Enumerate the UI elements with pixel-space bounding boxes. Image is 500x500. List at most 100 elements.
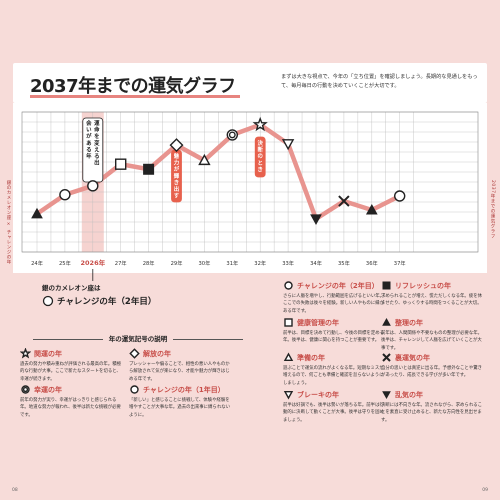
svg-text:会: 会 [86,119,92,127]
data-point [310,214,322,225]
data-point [87,180,99,192]
legend-symbol [382,317,391,326]
legend-symbol-icon [284,318,293,327]
x-tick-label: 29年 [171,259,183,267]
legend-item: 準備の年 遊ぶことで運気の流れがよくなる年。短期なミスが増えるので、何ごとも準備と… [283,352,387,387]
legend-symbol-icon [283,391,294,400]
chameleon-box: 銀のカメレオン座は チャレンジの年（2年目） [42,282,162,307]
legend-symbol [283,391,294,400]
legend-symbol [382,353,391,362]
legend-item-text: 自分の思いとは真逆に出る年。予想外なことや驚きがあったり、成長できる学びが多い年… [381,366,482,379]
x-tick-label: 28年 [143,259,155,267]
x-tick-label: 35年 [338,259,350,267]
legend-item-head: 準備の年 [283,352,387,363]
data-point [59,189,71,201]
svg-text:る: る [86,146,91,153]
legend-item-head: チャレンジの年（2年目） [283,280,387,291]
data-point [31,207,43,219]
legend-symbol [283,352,294,362]
legend-symbol [284,318,293,327]
legend-symbol-icon [129,348,140,359]
svg-text:が: が [86,132,92,140]
legend-symbol-icon [382,281,391,290]
circle-icon [42,295,54,307]
legend-item-head: チャレンジの年（1年目） [129,384,233,395]
legend-symbol [382,281,391,290]
legend-item-head: 健康管理の年 [283,317,387,328]
chameleon-year: チャレンジの年（2年目） [42,295,162,307]
legend-item-name: チャレンジの年（2年目） [297,281,379,290]
data-point [143,163,155,175]
svg-text:あ: あ [86,139,91,147]
svg-text:年: 年 [86,152,92,160]
svg-text:え: え [94,146,100,153]
svg-text:力: 力 [174,159,179,167]
legend-item: 解放の年 プレッシャーや偏ることで、相性の悪い人やものから解放されて気が楽になり、… [129,348,233,383]
data-point [169,138,184,153]
svg-text:断: 断 [257,146,263,154]
side-note-left: 銀のカメレオン座 × チャレンジの年 [6,180,11,265]
legend-item-head: 幸運の年 [20,384,124,395]
legend-symbol [130,385,139,394]
legend-symbol-icon [382,317,391,326]
legend-item: リフレッシュの年 求められることが増え、慌ただしくなる年。疲を休ませたり、ゆっくり… [381,280,485,308]
legend-symbol [20,348,31,359]
page-title: 2037年までの運気グラフ [30,76,236,97]
svg-text:変: 変 [94,139,100,147]
legend-item-name: 幸運の年 [34,385,62,394]
svg-text:と: と [257,160,262,167]
legend-symbol-icon [20,348,31,359]
legend-item: 健康管理の年 前半は、目標を決めて行動し、今後の目標を定める年。後半は、健康に関心… [283,317,387,345]
legend-symbol-icon [130,385,139,394]
svg-text:魅: 魅 [174,152,180,160]
data-point [114,158,127,170]
legend-symbol-icon [382,353,391,362]
x-tick-label: 36年 [366,259,378,267]
x-tick-label: 27年 [115,259,127,267]
svg-text:の: の [257,153,263,160]
legend-symbol-icon [283,352,294,362]
x-tick-label: 2026年 [81,258,106,267]
svg-text:る: る [94,153,99,160]
page-number-right: 09 [482,488,488,493]
x-tick-label: 31年 [226,259,238,267]
x-tick-label: 37年 [394,259,406,267]
data-point [281,139,295,151]
legend-item-head: 乱気の年 [381,389,485,400]
data-point [198,153,211,166]
legend-item: ブレーキの年 前半は好調でも、後半は勢いが落ちる年。前半は行動的に決断して動くこと… [283,389,387,424]
legend-item-text: 求められることが増え、慌ただしくなる年。疲を休ませたり、ゆっくりする時間をつくる… [381,294,482,307]
legend-item-text: 「新しい」と感じることに挑戦して、体験や経験を増やすことが大事な年。過去の出来事… [129,398,230,418]
legend-title: 年の運気記号の説明 [13,333,263,343]
legend-item-name: 解放の年 [143,349,171,358]
data-point [394,190,406,202]
legend-item-name: 関運の年 [34,349,62,358]
svg-text:き: き [174,178,179,186]
legend-item-head: 関運の年 [20,348,124,359]
legend-item-text: 決断には不向きな年。流されながら、求められることを素直に受け止めると、新たな方向… [381,403,482,423]
svg-text:命: 命 [93,126,100,134]
legend-symbol [382,391,391,400]
svg-text:輝: 輝 [174,172,180,180]
legend-item-head: リフレッシュの年 [381,280,485,291]
side-note-right: 2037年までの運気グラフ [490,180,495,239]
legend-item: 関運の年 過去の努力や積み重ねが評価される最高の年。積極的な行動が大事。ここで新た… [20,348,124,383]
svg-text:い: い [86,127,92,134]
legend-symbol [21,385,30,394]
legend-item-name: 乱気の年 [395,390,423,399]
svg-text:が: が [174,165,180,173]
legend-item-head: 解放の年 [129,348,233,359]
legend-item-text: さらに人脈を増やし、行動範囲を広げるといい年。ここでの失敗は後々を経験。新しい人… [283,294,384,314]
legend-item-name: 準備の年 [297,353,325,362]
legend-item: 乱気の年決断には不向きな年。流されながら、求められることを素直に受け止めると、新… [381,389,485,424]
x-tick-label: 25年 [59,259,71,267]
legend-symbol-icon [21,385,30,394]
svg-text:出: 出 [174,185,179,193]
legend-item-head: ブレーキの年 [283,389,387,400]
chameleon-label: 銀のカメレオン座は [42,284,101,292]
legend-item-name: 健康管理の年 [297,318,339,327]
